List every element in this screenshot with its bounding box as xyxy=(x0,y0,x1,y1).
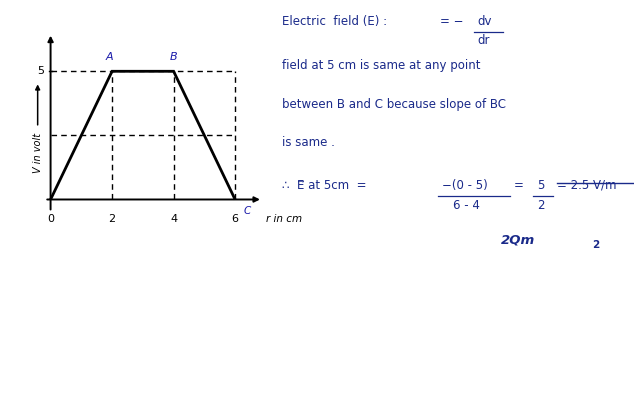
Text: 0: 0 xyxy=(47,214,54,224)
Text: A: A xyxy=(105,52,113,62)
Text: 6 - 4: 6 - 4 xyxy=(452,199,479,212)
Text: is same .: is same . xyxy=(282,136,335,150)
Text: C: C xyxy=(244,206,251,216)
Text: = 2.5 V/m: = 2.5 V/m xyxy=(557,179,616,192)
Text: 6: 6 xyxy=(232,214,239,224)
Text: r in cm: r in cm xyxy=(266,214,302,224)
Text: 2: 2 xyxy=(109,214,116,224)
Text: 2: 2 xyxy=(593,240,600,250)
Text: −(0 - 5): −(0 - 5) xyxy=(442,179,488,192)
Text: = −: = − xyxy=(440,15,463,28)
Text: between B and C because slope of BC: between B and C because slope of BC xyxy=(282,98,506,111)
Text: B: B xyxy=(170,52,177,62)
Text: 5: 5 xyxy=(537,179,544,192)
Text: field at 5 cm is same at any point: field at 5 cm is same at any point xyxy=(282,59,481,72)
Text: =: = xyxy=(513,179,524,192)
Text: dv: dv xyxy=(477,15,492,28)
Text: 2: 2 xyxy=(537,199,545,212)
Text: 5: 5 xyxy=(37,66,44,76)
Text: V in volt: V in volt xyxy=(33,133,43,173)
Text: 2Qm: 2Qm xyxy=(501,233,535,246)
Text: Electric  field (E) :: Electric field (E) : xyxy=(282,15,387,28)
Text: 4: 4 xyxy=(170,214,177,224)
Text: ∴  E⃗ at 5cm  =: ∴ E⃗ at 5cm = xyxy=(282,179,367,192)
Text: dr: dr xyxy=(477,34,490,47)
